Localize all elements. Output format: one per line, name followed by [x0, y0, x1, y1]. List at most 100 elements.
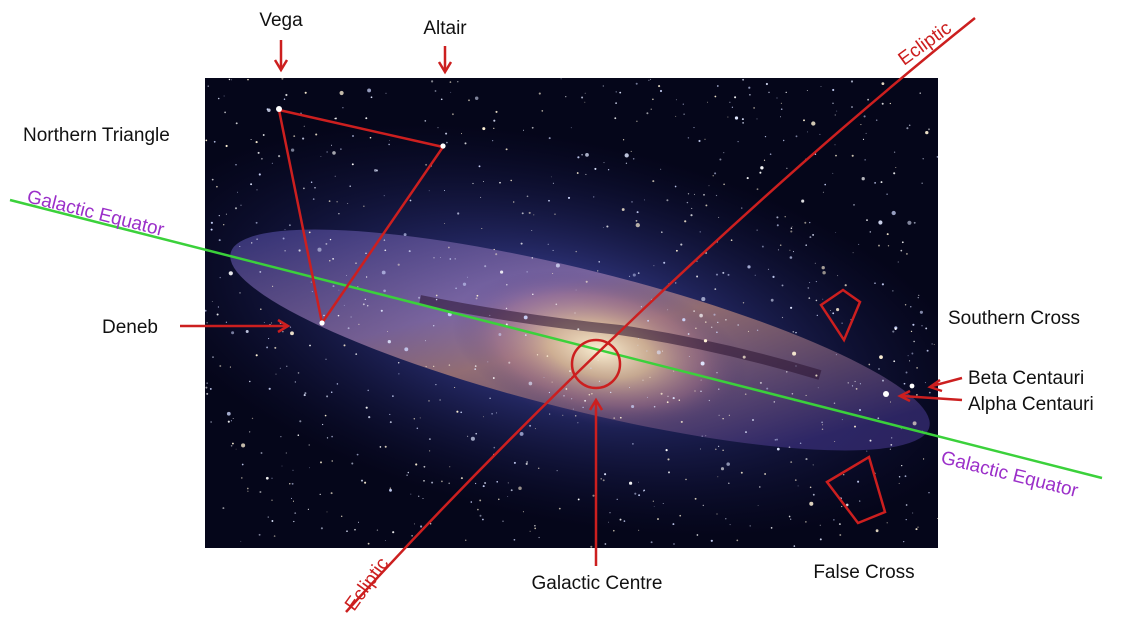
alpha-centauri-arrow [897, 389, 963, 403]
star [422, 497, 424, 500]
star [596, 270, 599, 272]
galactic-centre-circle [570, 338, 622, 390]
star [745, 431, 747, 434]
star [302, 187, 305, 190]
star [663, 261, 666, 264]
star [832, 88, 835, 92]
star [795, 365, 797, 367]
star [767, 268, 770, 271]
star [364, 481, 367, 484]
star [381, 270, 386, 275]
star [906, 127, 909, 130]
star [834, 144, 836, 146]
star [524, 334, 527, 336]
star [554, 213, 556, 215]
star [742, 302, 745, 304]
star [336, 383, 339, 385]
star [832, 102, 834, 104]
star [919, 92, 921, 94]
star [360, 479, 364, 482]
star [652, 500, 654, 502]
star [428, 438, 431, 441]
star [229, 366, 231, 368]
star [784, 216, 786, 218]
star [836, 308, 840, 312]
star [455, 287, 457, 290]
star [725, 318, 727, 321]
star [705, 204, 708, 207]
star [340, 148, 342, 150]
star [284, 250, 286, 252]
star [533, 214, 535, 216]
star [819, 524, 821, 526]
star [808, 297, 811, 299]
star [696, 260, 698, 262]
star [903, 540, 905, 543]
star [384, 249, 387, 252]
star [506, 283, 508, 286]
star [355, 262, 357, 264]
star [714, 95, 717, 98]
star [493, 248, 495, 251]
star [769, 153, 772, 155]
star [916, 394, 918, 396]
star [435, 298, 438, 301]
star [673, 370, 675, 372]
star [526, 271, 528, 273]
star [898, 475, 901, 478]
ecliptic-label-top: Ecliptic [895, 18, 956, 70]
star [389, 488, 392, 492]
star [217, 97, 220, 100]
star [225, 144, 228, 148]
star [717, 445, 720, 447]
star [859, 409, 861, 411]
star [863, 115, 866, 118]
star [302, 137, 305, 140]
star [222, 507, 225, 510]
star [555, 263, 560, 268]
star [707, 101, 709, 103]
star [637, 344, 639, 346]
star [729, 101, 731, 103]
star [662, 503, 664, 505]
star [881, 102, 884, 105]
star [483, 416, 484, 418]
star [332, 258, 334, 260]
star [673, 543, 675, 545]
star [824, 183, 826, 186]
star [251, 417, 254, 420]
star [423, 465, 426, 468]
star [737, 140, 739, 143]
star [756, 229, 758, 231]
star [794, 479, 797, 481]
star [780, 108, 783, 110]
star [854, 425, 856, 428]
northern-triangle-outline [277, 108, 446, 327]
star [320, 527, 323, 530]
star [734, 116, 739, 120]
star [708, 185, 710, 187]
star [309, 344, 311, 347]
star [881, 82, 885, 86]
star [895, 167, 897, 168]
star [328, 200, 331, 202]
star [312, 198, 315, 200]
star [642, 379, 644, 381]
star [565, 96, 567, 98]
star [207, 85, 209, 87]
star [350, 316, 352, 318]
star [616, 498, 618, 500]
star [629, 481, 633, 485]
star [749, 93, 751, 96]
star [598, 261, 600, 263]
star [901, 464, 903, 467]
star [495, 110, 498, 113]
star [210, 228, 213, 231]
altair-label: Altair [423, 18, 467, 39]
star [510, 489, 513, 492]
star [385, 92, 387, 94]
star [558, 507, 561, 510]
star [245, 330, 249, 333]
star [804, 221, 807, 224]
star [889, 448, 892, 450]
